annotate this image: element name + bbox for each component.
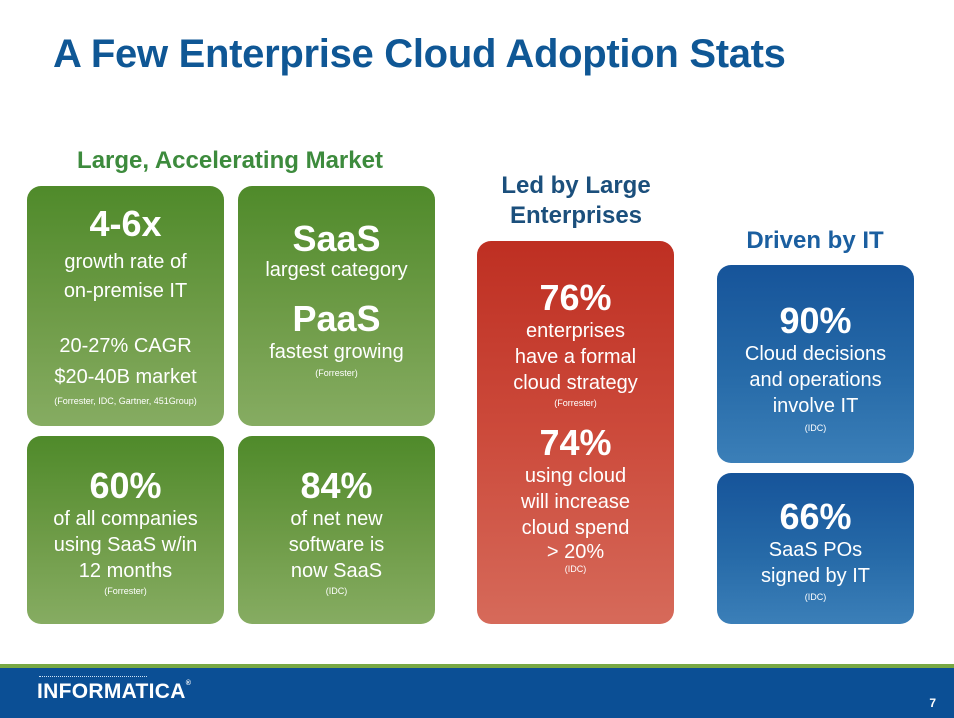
stat-card-saas-pos: 66% SaaS POs signed by IT (IDC) bbox=[717, 473, 914, 624]
stat-text: fastest growing bbox=[269, 341, 404, 363]
stat-value: SaaS bbox=[292, 218, 381, 259]
stat-source: (Forrester) bbox=[315, 368, 358, 378]
stat-text: signed by IT bbox=[761, 565, 870, 587]
stat-source: (IDC) bbox=[804, 423, 827, 433]
stat-value: 76% bbox=[539, 277, 612, 318]
section-heading-enterprises: Led by Large Enterprises bbox=[470, 171, 682, 231]
stat-value: 74% bbox=[539, 422, 612, 463]
heading-line: Led by Large bbox=[501, 172, 651, 199]
stat-card-saas-paas: SaaS largest category PaaS fastest growi… bbox=[238, 186, 435, 426]
stat-text: Cloud decisions bbox=[744, 343, 887, 365]
stat-source: (IDC) bbox=[564, 564, 587, 574]
stat-text: 12 months bbox=[78, 560, 173, 582]
stat-text: and operations bbox=[749, 369, 882, 391]
stat-text: of net new bbox=[290, 508, 383, 530]
footer-bar: INFORMATICA® 7 bbox=[0, 668, 954, 718]
section-heading-market: Large, Accelerating Market bbox=[77, 147, 383, 174]
registered-mark: ® bbox=[185, 680, 192, 687]
stat-text: will increase bbox=[521, 491, 630, 513]
stat-source: (IDC) bbox=[804, 592, 827, 602]
stat-text: largest category bbox=[265, 259, 408, 281]
logo-text: INFORMATICA bbox=[37, 680, 186, 703]
stat-card-large-enterprises: 76% enterprises have a formal cloud stra… bbox=[477, 241, 674, 624]
stat-card-cloud-decisions: 90% Cloud decisions and operations invol… bbox=[717, 265, 914, 463]
stat-text: $20-40B market bbox=[54, 366, 197, 388]
stat-text: 20-27% CAGR bbox=[59, 335, 192, 357]
stat-text: enterprises bbox=[526, 320, 625, 342]
stat-card-companies-saas: 60% of all companies using SaaS w/in 12 … bbox=[27, 436, 224, 624]
stat-text: software is bbox=[288, 534, 385, 556]
stat-text: using SaaS w/in bbox=[53, 534, 198, 556]
stat-text: > 20% bbox=[546, 541, 605, 563]
stat-value: 84% bbox=[300, 465, 373, 506]
stat-value: 66% bbox=[779, 496, 852, 537]
logo-dotted-line bbox=[39, 676, 147, 677]
stat-value: 4-6x bbox=[89, 203, 162, 244]
footer-accent-line bbox=[0, 664, 954, 668]
stat-card-growth-rate: 4-6x growth rate of on-premise IT 20-27%… bbox=[27, 186, 224, 426]
stat-value: 60% bbox=[89, 465, 162, 506]
stat-text: SaaS POs bbox=[768, 539, 863, 561]
stat-source: (Forrester) bbox=[554, 398, 597, 408]
stat-text: have a formal bbox=[514, 346, 637, 368]
stat-text: involve IT bbox=[772, 395, 859, 417]
stat-source: (IDC) bbox=[325, 586, 348, 596]
stat-text: of all companies bbox=[53, 508, 198, 530]
stat-value: 90% bbox=[779, 300, 852, 341]
informatica-logo: INFORMATICA® bbox=[37, 680, 191, 704]
stat-text: growth rate of bbox=[64, 251, 187, 273]
stat-text: cloud spend bbox=[521, 517, 630, 539]
stat-source: (Forrester) bbox=[104, 586, 147, 596]
stat-card-new-software: 84% of net new software is now SaaS (IDC… bbox=[238, 436, 435, 624]
stat-text: now SaaS bbox=[290, 560, 383, 582]
page-number: 7 bbox=[929, 696, 936, 710]
heading-line: Enterprises bbox=[509, 202, 643, 229]
stat-text: on-premise IT bbox=[63, 280, 188, 302]
stat-text: using cloud bbox=[524, 465, 627, 487]
slide-title: A Few Enterprise Cloud Adoption Stats bbox=[53, 32, 786, 76]
section-heading-it: Driven by IT bbox=[746, 227, 884, 254]
stat-text: cloud strategy bbox=[513, 372, 638, 394]
stat-source: (Forrester, IDC, Gartner, 451Group) bbox=[54, 396, 197, 406]
stat-value: PaaS bbox=[292, 298, 381, 339]
